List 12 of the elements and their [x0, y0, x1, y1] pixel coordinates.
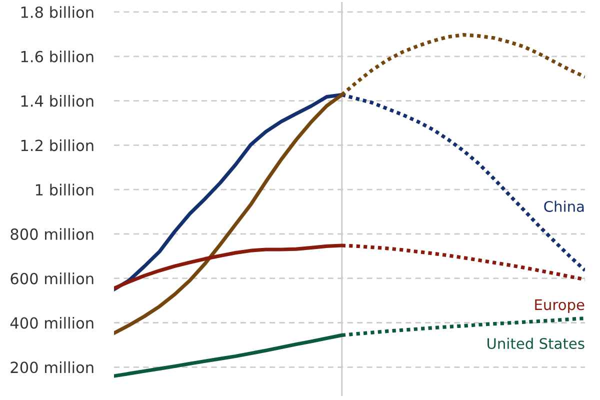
y-tick-label: 1.2 billion	[21, 139, 94, 152]
y-tick-label: 400 million	[10, 316, 94, 329]
y-tick-label: 200 million	[10, 361, 94, 374]
y-tick-label: 600 million	[10, 272, 94, 284]
y-tick-label: 1.6 billion	[21, 50, 94, 62]
y-tick-label: 1.4 billion	[21, 94, 94, 107]
series-label: United States	[488, 338, 584, 350]
y-tick-label: 800 million	[10, 228, 94, 240]
series-label: China	[544, 200, 584, 212]
y-tick-label: 1.8 billion	[21, 6, 94, 18]
y-tick-label: 1 billion	[36, 184, 94, 196]
series-label: Europe	[535, 299, 584, 314]
